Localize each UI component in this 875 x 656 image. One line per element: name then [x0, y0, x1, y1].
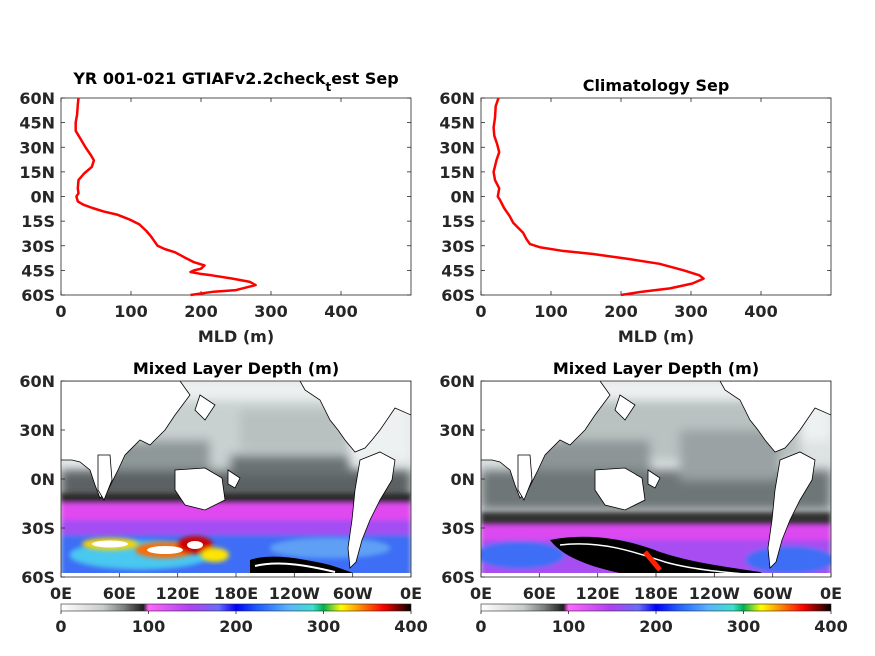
- x-tick-label: 300: [674, 302, 707, 321]
- x-tick-label: 60E: [103, 584, 136, 603]
- y-tick-label: 0N: [30, 188, 55, 207]
- x-tick-label: 180E: [634, 584, 678, 603]
- y-tick-label: 60N: [19, 89, 55, 108]
- panel2-x-ticks: 0 100 200 300 400: [475, 98, 778, 321]
- y-tick-label: 30S: [21, 519, 55, 538]
- colorbar-tick-label: 400: [394, 617, 427, 636]
- panel3-colorbar: [60, 603, 412, 612]
- panel1-title: YR 001-021 GTIAFv2.2checktest Sep: [72, 69, 398, 94]
- x-tick-label: 60W: [333, 584, 373, 603]
- panel1-series-line: [74, 97, 257, 297]
- colorbar-tick-label: 200: [219, 617, 252, 636]
- line-panel-model: YR 001-021 GTIAFv2.2checktest Sep 60N 45N…: [19, 69, 412, 346]
- colorbar-tick-label: 400: [814, 617, 847, 636]
- x-tick-label: 200: [604, 302, 637, 321]
- colorbar-tick-label: 100: [132, 617, 165, 636]
- y-tick-label: 15S: [21, 212, 55, 231]
- panel1-y-ticks: 60N 45N 30N 15N 0N 15S 30S 45S 60S: [19, 89, 411, 305]
- y-tick-label: 30N: [19, 138, 55, 157]
- panel2-y-ticks: 60N 45N 30N 15N 0N 15S 30S 45S 60S: [439, 89, 831, 305]
- panel4-title: Mixed Layer Depth (m): [553, 359, 759, 378]
- panel3-title: Mixed Layer Depth (m): [133, 359, 339, 378]
- map-panel-model: Mixed Layer Depth (m): [19, 359, 427, 636]
- y-tick-label: 30N: [19, 421, 55, 440]
- x-tick-label: 400: [744, 302, 777, 321]
- y-tick-label: 15S: [441, 212, 475, 231]
- x-tick-label: 300: [254, 302, 287, 321]
- x-tick-label: 100: [114, 302, 147, 321]
- x-tick-label: 0E: [470, 584, 492, 603]
- y-tick-label: 60N: [439, 372, 475, 391]
- x-tick-label: 400: [324, 302, 357, 321]
- y-tick-label: 0N: [450, 188, 475, 207]
- y-tick-label: 15N: [19, 163, 55, 182]
- panel2-series-line: [492, 97, 705, 297]
- panel2-axes-box: [480, 97, 832, 296]
- x-tick-label: 0E: [820, 584, 842, 603]
- y-tick-label: 60S: [21, 568, 55, 587]
- y-tick-label: 0N: [30, 470, 55, 489]
- x-tick-label: 0E: [50, 584, 72, 603]
- panel1-xlabel: MLD (m): [198, 327, 274, 346]
- y-tick-label: 60S: [441, 286, 475, 305]
- x-tick-label: 120E: [576, 584, 620, 603]
- colorbar-tick-label: 0: [55, 617, 66, 636]
- x-tick-label: 120E: [156, 584, 200, 603]
- panel1-title-main: YR 001-021 GTIAFv2.2check: [72, 69, 326, 88]
- y-tick-label: 60S: [21, 286, 55, 305]
- colorbar-tick-label: 300: [727, 617, 760, 636]
- colorbar-tick-label: 0: [475, 617, 486, 636]
- y-tick-label: 0N: [450, 470, 475, 489]
- x-tick-label: 200: [184, 302, 217, 321]
- x-tick-label: 0E: [400, 584, 422, 603]
- x-tick-label: 0: [55, 302, 66, 321]
- y-tick-label: 45S: [441, 261, 475, 280]
- panel1-title-sub: t: [325, 80, 331, 94]
- panel4-y-ticks: 60N 30N 0N 30S 60S: [439, 372, 485, 587]
- panel4-colorbar: [480, 603, 832, 612]
- y-tick-label: 15N: [439, 163, 475, 182]
- panel1-axes-box: [60, 97, 412, 296]
- panel1-title-tail: est Sep: [331, 69, 398, 88]
- panel4-x-ticks: 0E 60E 120E 180E 120W 60W 0E: [470, 573, 842, 603]
- panel4-field: [481, 381, 831, 577]
- panel2-title: Climatology Sep: [583, 76, 730, 95]
- y-tick-label: 45N: [19, 114, 55, 133]
- colorbar-tick-label: 100: [552, 617, 585, 636]
- y-tick-label: 45S: [21, 261, 55, 280]
- panel2-xlabel: MLD (m): [618, 327, 694, 346]
- panel3-field: [61, 381, 411, 577]
- panel3-x-ticks: 0E 60E 120E 180E 120W 60W 0E: [50, 573, 422, 603]
- panel4-land: [481, 381, 831, 569]
- y-tick-label: 30S: [441, 237, 475, 256]
- y-tick-label: 30N: [439, 138, 475, 157]
- y-tick-label: 45N: [439, 114, 475, 133]
- x-tick-label: 120W: [689, 584, 740, 603]
- x-tick-label: 100: [534, 302, 567, 321]
- y-tick-label: 30S: [441, 519, 475, 538]
- panel3-colorbar-ticks: 0 100 200 300 400: [55, 611, 428, 636]
- panel3-land: [61, 381, 411, 569]
- y-tick-label: 60S: [441, 568, 475, 587]
- y-tick-label: 60N: [19, 372, 55, 391]
- x-tick-label: 0: [475, 302, 486, 321]
- x-tick-label: 180E: [214, 584, 258, 603]
- x-tick-label: 60E: [523, 584, 556, 603]
- colorbar-tick-label: 300: [307, 617, 340, 636]
- x-tick-label: 60W: [753, 584, 793, 603]
- y-tick-label: 30S: [21, 237, 55, 256]
- x-tick-label: 120W: [269, 584, 320, 603]
- colorbar-tick-label: 200: [639, 617, 672, 636]
- y-tick-label: 30N: [439, 421, 475, 440]
- panel3-y-ticks: 60N 30N 0N 30S 60S: [19, 372, 65, 587]
- y-tick-label: 60N: [439, 89, 475, 108]
- panel4-colorbar-ticks: 0 100 200 300 400: [475, 611, 848, 636]
- line-panel-climatology: Climatology Sep 60N45N30N15N0N15S30S45S6…: [439, 76, 832, 346]
- panel1-x-ticks: 0 100 200 300 400: [55, 98, 358, 321]
- map-panel-climatology: Mixed Layer Depth (m): [439, 359, 847, 636]
